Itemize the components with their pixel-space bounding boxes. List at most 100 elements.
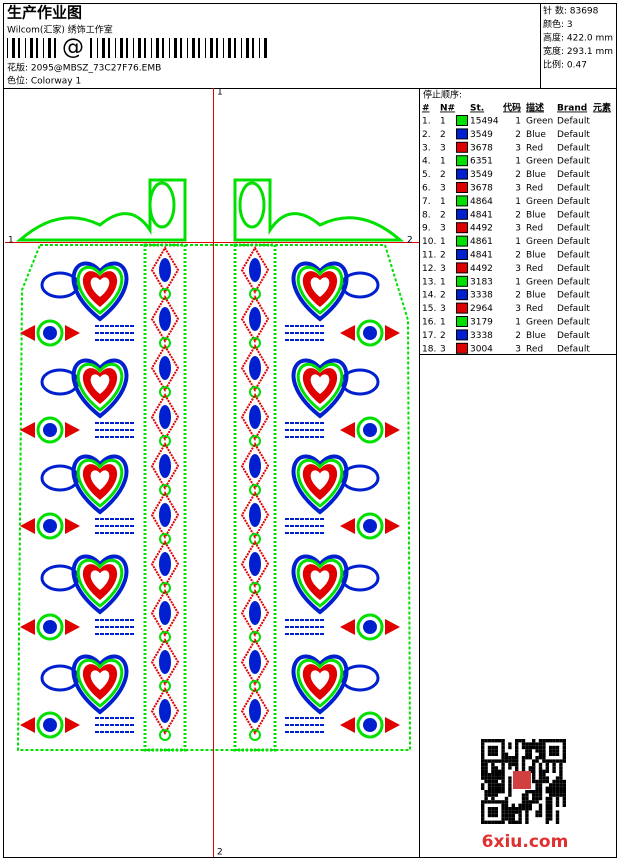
qr-module: [487, 800, 492, 804]
qr-module: [481, 786, 485, 790]
table-cell: Red: [526, 184, 543, 194]
table-cell: Default: [557, 117, 590, 127]
table-label: 停止顺序:: [423, 89, 462, 101]
qr-module: [535, 790, 539, 794]
qr-module: [518, 807, 522, 811]
qr-module: [494, 807, 498, 811]
qr-module: [525, 745, 529, 750]
strip-ring: [249, 386, 261, 398]
qr-module: [501, 817, 505, 821]
color-swatch: [456, 302, 468, 314]
qr-module: [491, 783, 495, 787]
qr-module: [498, 783, 502, 787]
qr-module: [549, 752, 553, 756]
color-swatch: [456, 235, 468, 247]
barcode-bar: [162, 38, 164, 58]
qr-module: [494, 800, 498, 804]
heart-mid: [296, 362, 344, 412]
column-header: Brand: [557, 104, 587, 114]
qr-module: [491, 762, 495, 767]
table-cell: 6.: [422, 184, 431, 194]
column-header: N#: [440, 104, 455, 114]
qr-module: [508, 776, 512, 780]
qr-module: [501, 779, 505, 784]
qr-module: [559, 786, 563, 790]
qr-module: [538, 813, 543, 818]
barcode-bar: [144, 38, 146, 58]
qr-module: [501, 790, 505, 794]
qr-module: [511, 762, 515, 767]
qr-module: [549, 749, 553, 753]
table-cell: 9.: [422, 224, 431, 234]
qr-module: [481, 800, 485, 804]
table-cell: 2.: [422, 130, 431, 140]
qr-module: [555, 810, 560, 814]
qr-module: [508, 745, 512, 750]
qr-module: [555, 783, 560, 787]
strip-fill: [249, 356, 261, 380]
column-header: #: [422, 104, 430, 114]
strip-fill: [159, 454, 171, 478]
qr-module: [521, 766, 526, 770]
table-cell: 1: [440, 237, 446, 247]
flower-petal: [340, 325, 400, 341]
table-cell: Red: [526, 264, 543, 274]
qr-module: [481, 810, 485, 814]
table-cell: Default: [557, 251, 590, 261]
qr-module: [552, 762, 556, 767]
table-cell: 1: [440, 277, 446, 287]
qr-module: [562, 739, 566, 743]
barcode-bar: [18, 38, 20, 58]
flower-center: [43, 519, 57, 533]
heart-outer: [291, 554, 349, 615]
qr-module: [538, 790, 543, 794]
table-cell: 11.: [422, 251, 436, 261]
qr-module: [515, 820, 519, 824]
qr-module: [549, 800, 553, 804]
qr-module: [518, 810, 522, 814]
flower-petal: [340, 619, 400, 635]
strip-motif: [150, 246, 180, 294]
qr-module: [481, 756, 485, 760]
strip-motif: [150, 393, 180, 441]
table-cell: 2: [515, 130, 521, 140]
table-cell: Default: [557, 264, 590, 274]
qr-module: [559, 773, 563, 777]
qr-module: [501, 807, 505, 811]
qr-module: [481, 803, 485, 807]
qr-module: [542, 756, 546, 760]
table-cell: 4841: [470, 251, 493, 261]
qr-module: [481, 807, 485, 811]
qr-module: [549, 807, 553, 811]
qr-module: [552, 779, 556, 784]
table-cell: 4861: [470, 237, 493, 247]
table-cell: 4492: [470, 224, 493, 234]
qr-module: [515, 739, 519, 743]
flower-center: [43, 718, 57, 732]
table-cell: Default: [557, 237, 590, 247]
table-cell: 12.: [422, 264, 436, 274]
color-swatch: [456, 249, 468, 260]
watermark: 6xiu.com: [482, 832, 569, 852]
qr-module: [511, 820, 515, 824]
table-cell: 1: [440, 117, 446, 127]
strip-ring: [249, 484, 261, 496]
strip-ring: [159, 631, 171, 643]
qr-module: [494, 820, 498, 824]
qr-module: [538, 783, 543, 787]
qr-module: [491, 807, 495, 811]
table-cell: Default: [557, 318, 590, 328]
qr-module: [508, 790, 512, 794]
qr-module: [538, 786, 543, 790]
qr-module: [481, 776, 485, 780]
ornament: [148, 181, 176, 229]
table-cell: 1: [440, 157, 446, 167]
qr-module: [525, 813, 529, 818]
flower: [356, 711, 384, 739]
qr-module: [545, 807, 549, 811]
strip-ring: [249, 435, 261, 447]
heart-mid: [76, 265, 124, 315]
column-header: 元素: [593, 102, 611, 114]
qr-module: [545, 786, 549, 790]
qr-module: [525, 796, 529, 801]
